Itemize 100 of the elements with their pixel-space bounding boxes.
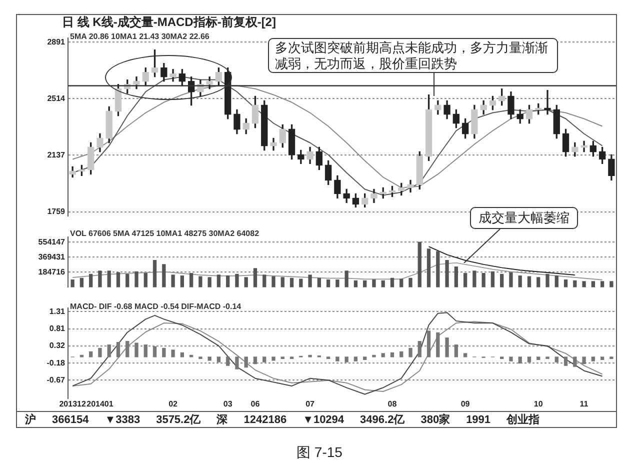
bar xyxy=(600,281,604,288)
bar xyxy=(262,356,266,362)
text: ▼10294 xyxy=(302,414,346,426)
y-tick-label: 369431 xyxy=(38,252,66,262)
x-tick-label: 201401 xyxy=(86,399,114,408)
bar xyxy=(381,353,385,358)
text: 380家 xyxy=(420,412,452,427)
candlestick xyxy=(544,90,551,115)
bar xyxy=(208,277,212,288)
bar xyxy=(144,344,148,358)
text: 1242186 xyxy=(242,414,288,426)
bar xyxy=(354,280,358,288)
bar xyxy=(344,356,348,362)
annotation: 多次试图突破前期高点未能成功，多方力量渐渐减弱，无功而返，股价重回跌势 xyxy=(268,38,558,73)
bar xyxy=(226,356,230,366)
bar xyxy=(436,251,440,288)
bar xyxy=(426,248,431,288)
y-tick-label: 184716 xyxy=(38,267,66,276)
bar xyxy=(573,356,577,367)
bar xyxy=(600,356,604,360)
bar xyxy=(326,280,330,288)
y-tick-label: 1759 xyxy=(47,207,66,216)
bar xyxy=(272,276,276,288)
bar xyxy=(208,356,212,361)
bar xyxy=(463,353,468,358)
bar xyxy=(162,264,166,288)
bar xyxy=(98,270,102,288)
x-tick-label: 02 xyxy=(168,399,178,408)
y-tick-label: -0.18 xyxy=(46,358,66,368)
y-tick-label: 2891 xyxy=(47,37,66,46)
chart-title: 日 线 K线-成交量-MACD指标-前复权-[2] xyxy=(62,14,276,31)
bar xyxy=(354,356,358,362)
bar xyxy=(400,278,404,288)
bar xyxy=(372,280,376,288)
bar xyxy=(198,276,202,288)
bar xyxy=(554,275,558,288)
x-tick-label: 10 xyxy=(534,399,544,408)
y-tick-label: 2514 xyxy=(47,94,66,103)
bar xyxy=(171,274,175,288)
y-tick-label: 554147 xyxy=(38,237,66,246)
bar xyxy=(536,356,540,360)
bar xyxy=(363,356,367,360)
bar xyxy=(180,352,184,358)
bar xyxy=(390,352,394,358)
bar xyxy=(235,274,239,288)
bar xyxy=(527,276,532,288)
text: 深 xyxy=(216,413,229,427)
bar xyxy=(180,275,184,288)
bar xyxy=(472,270,476,288)
bar xyxy=(107,344,111,358)
bar xyxy=(308,354,312,358)
bar xyxy=(152,346,157,358)
bar xyxy=(253,268,258,288)
bar xyxy=(317,278,321,288)
x-tick-label: 08 xyxy=(388,399,398,408)
bar xyxy=(162,348,166,358)
bar xyxy=(134,271,138,288)
bar xyxy=(591,356,595,362)
bar xyxy=(336,356,340,362)
bar xyxy=(436,332,440,358)
caption: 图 7-15 xyxy=(296,444,344,462)
bar xyxy=(126,341,130,358)
bar xyxy=(408,278,412,288)
x-tick-label: 11 xyxy=(580,399,589,408)
bar xyxy=(454,344,458,358)
bar xyxy=(536,277,540,288)
bar xyxy=(591,281,595,288)
bar xyxy=(171,350,175,358)
bar xyxy=(80,278,84,288)
bar xyxy=(482,273,486,288)
bar xyxy=(610,281,614,288)
text: 沪 xyxy=(24,412,37,427)
bar xyxy=(235,356,239,370)
bar xyxy=(527,356,532,362)
bar xyxy=(554,356,558,362)
y-tick-label: 0.32 xyxy=(49,341,66,350)
x-tick-label: 201312 xyxy=(59,399,86,408)
bar xyxy=(244,277,248,288)
bar xyxy=(308,274,312,288)
bar xyxy=(216,356,221,362)
chart-subtitle: 5MA 20.86 10MA1 21.43 30MA2 22.66 xyxy=(70,32,210,41)
chart-subtitle: MACD- DIF -0.68 MACD -0.54 DIF-MACD -0.14 xyxy=(70,302,242,311)
bar xyxy=(546,274,550,288)
bar xyxy=(518,356,522,364)
x-tick-label: 07 xyxy=(306,399,316,408)
bar xyxy=(582,281,586,288)
bar xyxy=(400,351,404,358)
bar xyxy=(152,260,157,288)
bar xyxy=(134,342,138,358)
bar xyxy=(426,330,431,358)
bar xyxy=(126,274,130,288)
bar xyxy=(509,356,513,362)
bar xyxy=(262,274,266,288)
text: 3575.2亿 xyxy=(155,413,202,427)
bar xyxy=(518,275,522,288)
bar xyxy=(144,273,148,288)
bar xyxy=(253,356,258,364)
y-tick-label: 0.81 xyxy=(49,324,66,334)
x-tick-label: 03 xyxy=(223,399,233,408)
bar xyxy=(509,272,513,288)
